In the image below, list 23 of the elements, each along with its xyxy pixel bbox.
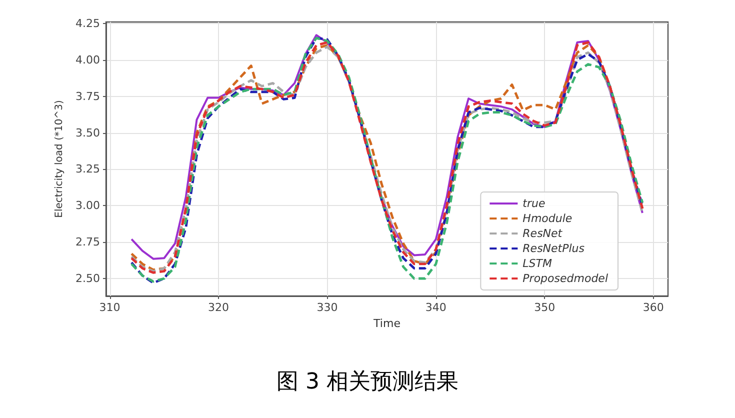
x-tick-label: 360 [642,301,664,314]
x-tick-label: 340 [425,301,446,314]
x-tick-label: 350 [534,301,556,314]
legend-label: true [522,197,546,210]
y-tick-label: 3.75 [76,90,100,103]
y-tick-label: 3.00 [76,199,100,212]
legend-label: LSTM [522,257,552,270]
y-tick-label: 3.25 [76,162,100,176]
legend-label: ResNet [522,227,563,240]
y-tick-label: 4.00 [76,53,100,66]
x-tick-label: 320 [208,301,230,314]
y-tick-label: 2.75 [76,236,100,249]
legend-label: ResNetPlus [522,242,585,255]
x-axis-title: Time [372,317,401,330]
x-tick-label: 330 [316,301,338,314]
y-tick-label: 2.50 [76,272,100,286]
y-tick-label: 3.50 [76,126,100,140]
text: 图 3 相关预测结果 [276,370,458,394]
legend-label: Proposedmodel [522,272,608,285]
y-axis-title: Electricity load (*10^3) [54,100,66,218]
legend-label: Hmodule [522,212,572,225]
x-tick-label: 310 [99,301,120,314]
y-tick-label: 4.25 [76,16,100,30]
